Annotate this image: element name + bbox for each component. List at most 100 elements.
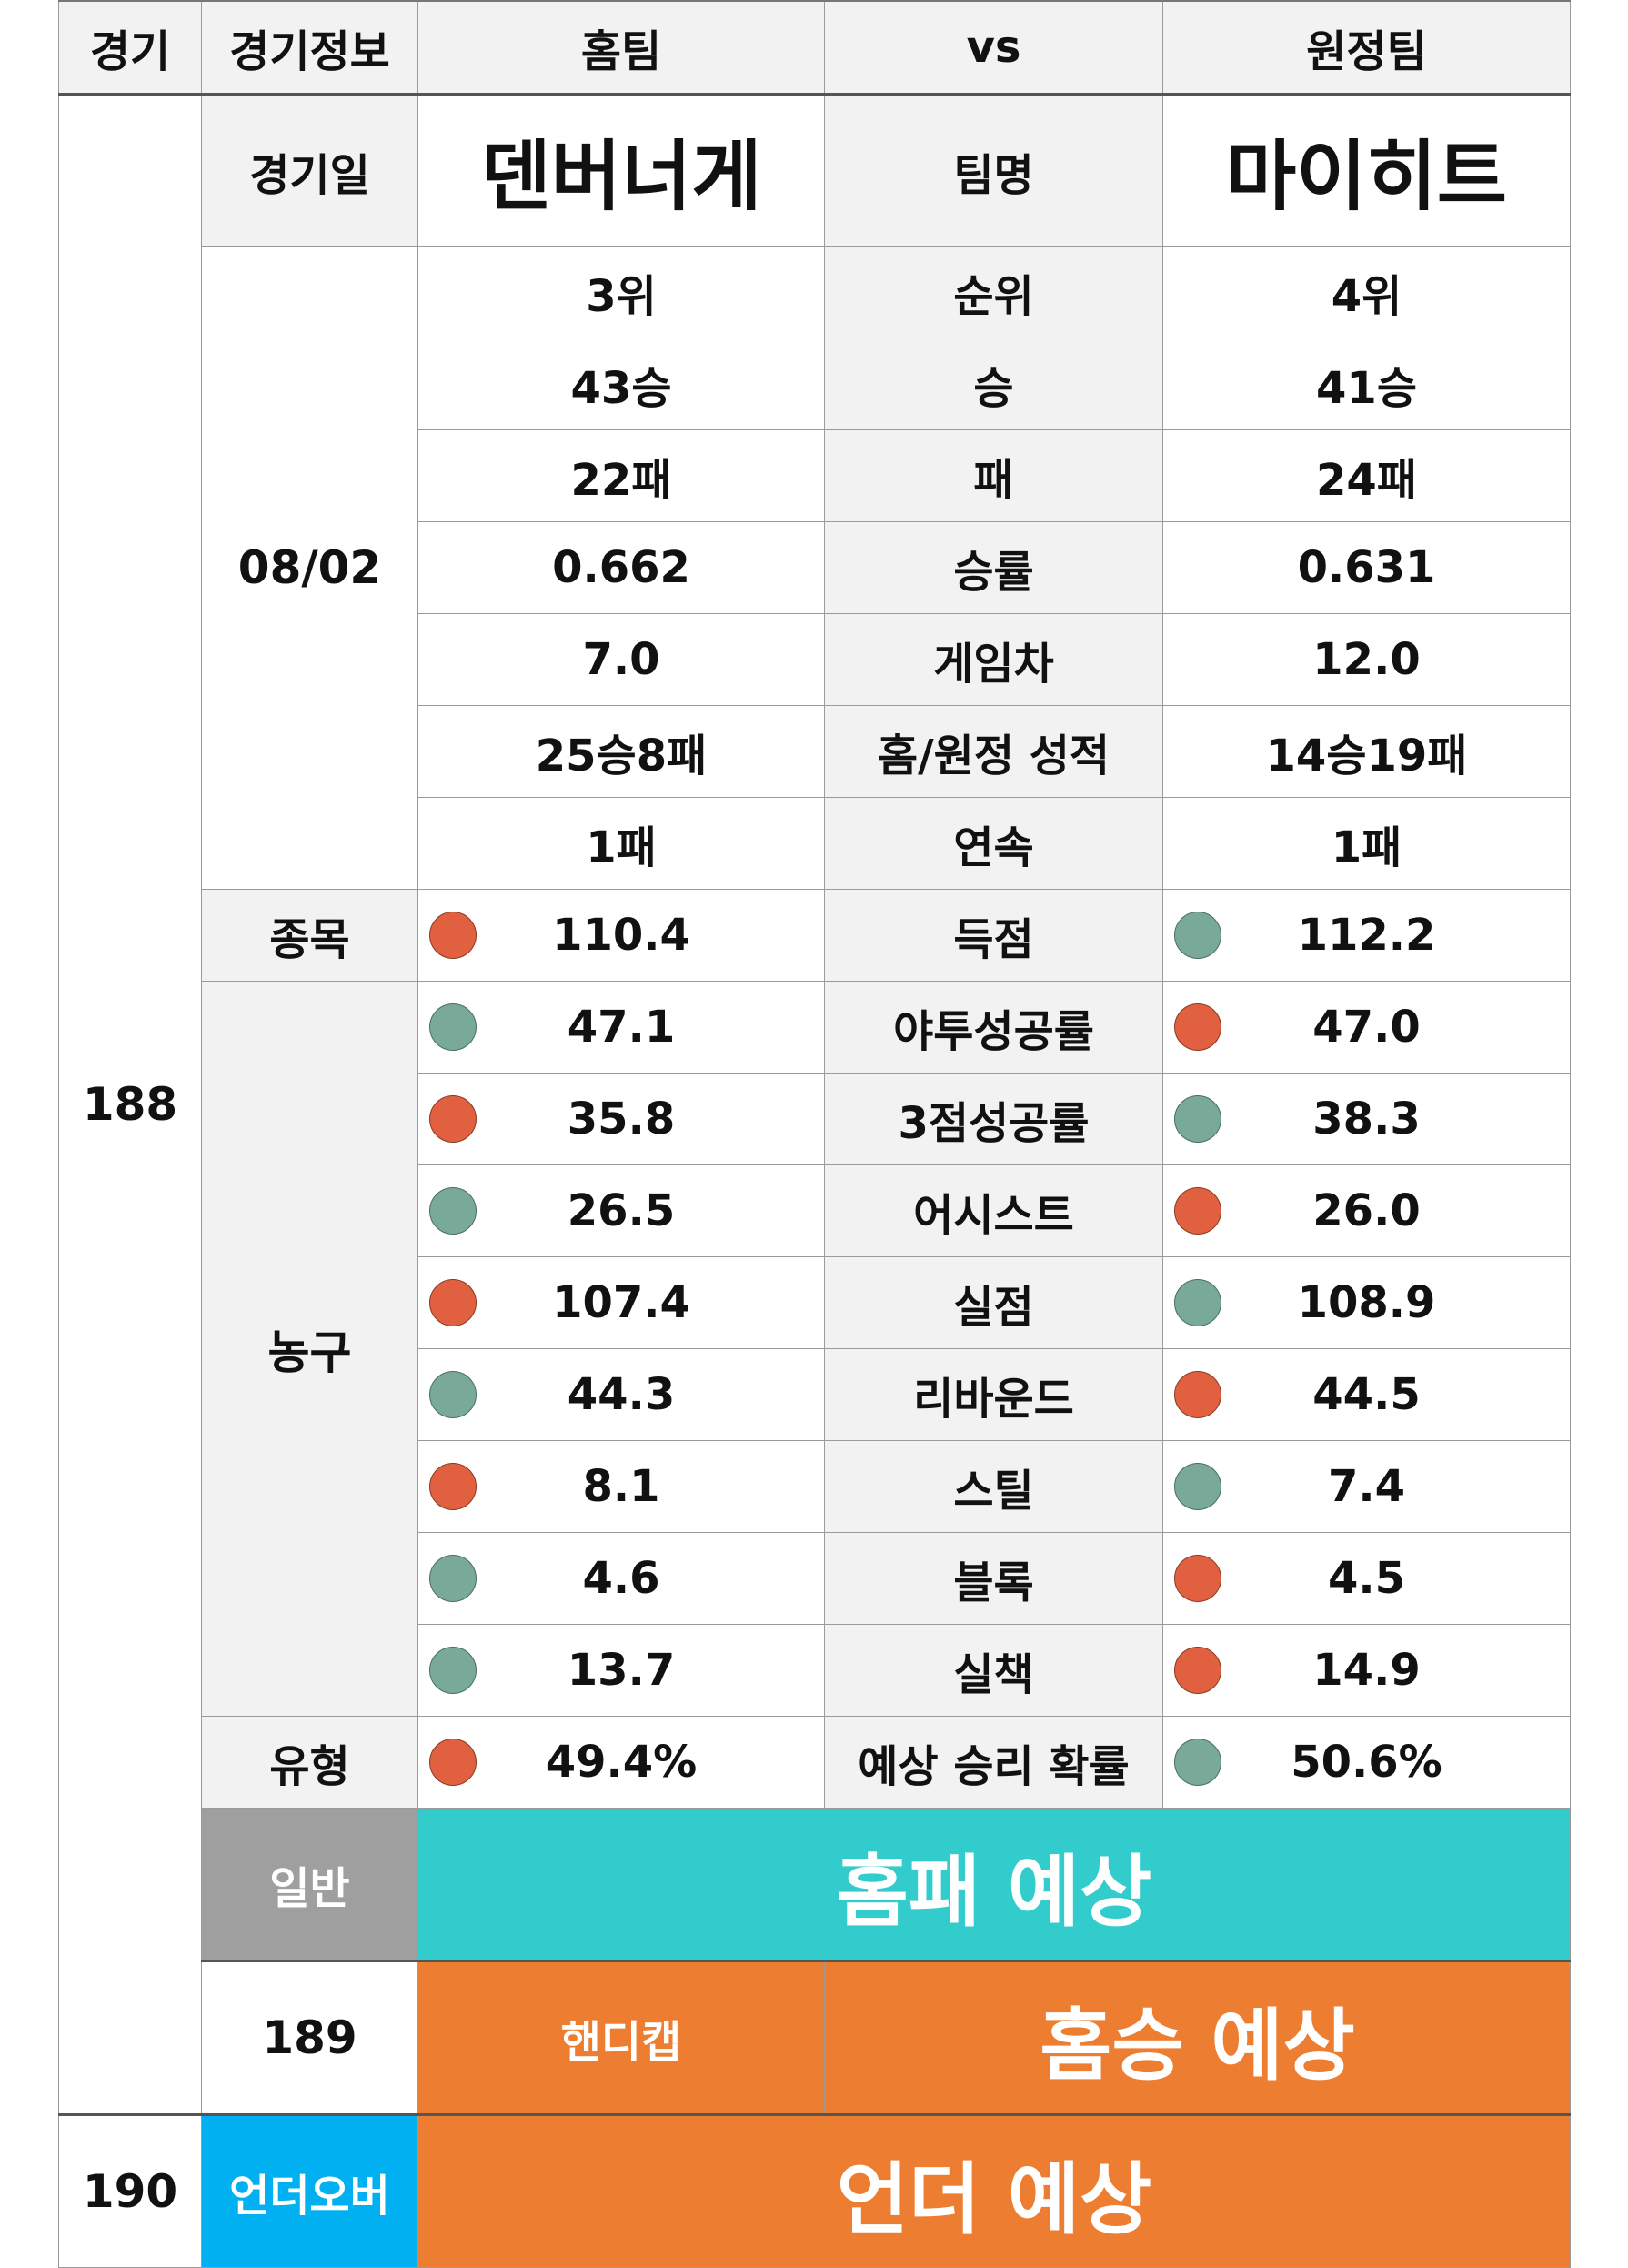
home-value: 107.4: [552, 1277, 690, 1328]
record-row: 25승8패 홈/원정 성적 14승19패: [59, 705, 1571, 798]
prediction-row-handicap: 189 핸디캡 홈승 예상: [59, 1960, 1571, 2115]
home-stat-cell: 26.5: [417, 1164, 825, 1257]
away-value: 0.631: [1162, 521, 1571, 614]
away-value: 7.4: [1327, 1461, 1406, 1512]
stat-label: 야투성공률: [824, 981, 1163, 1074]
home-indicator-dot-icon: [429, 1739, 477, 1786]
away-value: 24패: [1162, 429, 1571, 522]
sport-label: 종목: [201, 889, 418, 982]
away-value: 44.5: [1312, 1369, 1421, 1420]
stat-label: 실책: [824, 1624, 1163, 1717]
home-value: 35.8: [567, 1094, 676, 1144]
away-value: 112.2: [1297, 910, 1436, 961]
stat-label: 실점: [824, 1256, 1163, 1349]
home-stat-cell: 44.3: [417, 1348, 825, 1441]
home-value: 43승: [417, 338, 825, 430]
home-indicator-dot-icon: [429, 1003, 477, 1051]
stat-row: 13.7 실책 14.9: [59, 1624, 1571, 1717]
away-stat-cell: 47.0: [1162, 981, 1571, 1074]
match-table: 경기 경기정보 홈팀 vs 원정팀 188 경기일 덴버너게 팀명 마이히트 0…: [58, 0, 1571, 2268]
prediction-general: 홈패 예상: [417, 1808, 1571, 1961]
header-home: 홈팀: [417, 0, 825, 96]
home-stat-cell: 47.1: [417, 981, 825, 1074]
away-value: 108.9: [1297, 1277, 1436, 1328]
home-stat-cell: 49.4%: [417, 1716, 825, 1809]
stat-label: 득점: [824, 889, 1163, 982]
home-indicator-dot-icon: [429, 1463, 477, 1510]
sport-value: 농구: [201, 981, 418, 1717]
prediction-row-general: 일반 홈패 예상: [59, 1808, 1571, 1961]
away-indicator-dot-icon: [1174, 1463, 1221, 1510]
away-stat-cell: 112.2: [1162, 889, 1571, 982]
header-game: 경기: [58, 0, 202, 96]
home-indicator-dot-icon: [429, 1371, 477, 1418]
away-team-name: 마이히트: [1162, 94, 1571, 247]
away-value: 1패: [1162, 797, 1571, 890]
home-value: 4.6: [582, 1553, 660, 1604]
home-value: 13.7: [567, 1645, 676, 1696]
prediction-row-underover: 190 언더오버 언더 예상: [58, 2113, 1571, 2268]
away-indicator-dot-icon: [1174, 1003, 1221, 1051]
stat-label: 홈/원정 성적: [824, 705, 1163, 798]
away-indicator-dot-icon: [1174, 1187, 1221, 1235]
stat-label: 게임차: [824, 613, 1163, 706]
stat-label: 순위: [824, 246, 1163, 338]
stat-row: 8.1 스틸 7.4: [59, 1440, 1571, 1533]
stat-row: 44.3 리바운드 44.5: [59, 1348, 1571, 1441]
stat-row: 107.4 실점 108.9: [59, 1256, 1571, 1349]
away-value: 41승: [1162, 338, 1571, 430]
away-indicator-dot-icon: [1174, 1371, 1221, 1418]
away-stat-cell: 26.0: [1162, 1164, 1571, 1257]
home-indicator-dot-icon: [429, 1279, 477, 1326]
team-row: 188 경기일 덴버너게 팀명 마이히트: [58, 94, 1571, 2115]
header-vs: vs: [824, 0, 1163, 96]
prediction-handicap: 홈승 예상: [824, 1960, 1571, 2115]
home-value: 25승8패: [417, 705, 825, 798]
home-indicator-dot-icon: [429, 912, 477, 959]
home-value: 0.662: [417, 521, 825, 614]
away-stat-cell: 4.5: [1162, 1532, 1571, 1625]
stat-label: 스틸: [824, 1440, 1163, 1533]
home-stat-cell: 107.4: [417, 1256, 825, 1349]
home-value: 49.4%: [545, 1737, 698, 1788]
away-stat-cell: 108.9: [1162, 1256, 1571, 1349]
away-stat-cell: 38.3: [1162, 1073, 1571, 1165]
away-indicator-dot-icon: [1174, 1647, 1221, 1694]
away-indicator-dot-icon: [1174, 1555, 1221, 1602]
record-row: 08/02 3위 순위 4위: [59, 246, 1571, 890]
home-value: 26.5: [567, 1185, 676, 1236]
home-value: 110.4: [552, 910, 690, 961]
game-number-190: 190: [58, 2113, 202, 2268]
home-value: 44.3: [567, 1369, 676, 1420]
home-value: 7.0: [417, 613, 825, 706]
stat-label: 리바운드: [824, 1348, 1163, 1441]
away-value: 38.3: [1312, 1094, 1421, 1144]
home-stat-cell: 13.7: [417, 1624, 825, 1717]
record-row: 0.662 승률 0.631: [59, 521, 1571, 614]
home-stat-cell: 4.6: [417, 1532, 825, 1625]
header-info: 경기정보: [201, 0, 418, 96]
away-value: 26.0: [1312, 1185, 1421, 1236]
stat-label: 승: [824, 338, 1163, 430]
record-row: 7.0 게임차 12.0: [59, 613, 1571, 706]
home-stat-cell: 8.1: [417, 1440, 825, 1533]
away-stat-cell: 50.6%: [1162, 1716, 1571, 1809]
type-label: 유형: [201, 1716, 418, 1809]
away-stat-cell: 44.5: [1162, 1348, 1571, 1441]
game-number-189: 189: [201, 1960, 418, 2115]
home-stat-cell: 35.8: [417, 1073, 825, 1165]
away-value: 14.9: [1312, 1645, 1421, 1696]
home-indicator-dot-icon: [429, 1555, 477, 1602]
home-value: 22패: [417, 429, 825, 522]
stat-row: 종목 110.4 득점 112.2: [59, 889, 1571, 982]
away-value: 14승19패: [1162, 705, 1571, 798]
home-value: 3위: [417, 246, 825, 338]
home-indicator-dot-icon: [429, 1095, 477, 1143]
home-value: 47.1: [567, 1002, 676, 1053]
header-away: 원정팀: [1162, 0, 1571, 96]
away-value: 4위: [1162, 246, 1571, 338]
away-indicator-dot-icon: [1174, 1739, 1221, 1786]
stat-label: 패: [824, 429, 1163, 522]
away-value: 50.6%: [1291, 1737, 1442, 1788]
stat-label: 어시스트: [824, 1164, 1163, 1257]
